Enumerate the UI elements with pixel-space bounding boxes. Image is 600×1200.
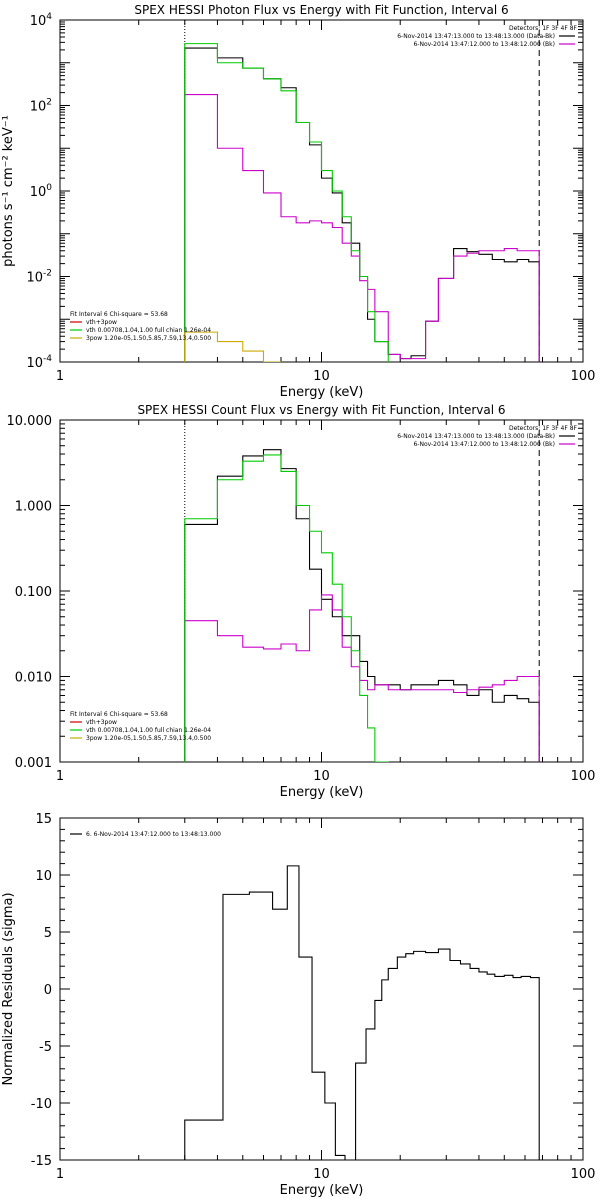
y-tick-label: 10.000: [7, 414, 53, 429]
y-tick-exponent: 4: [46, 12, 52, 22]
plot-area: [184, 865, 540, 1160]
header-line-label: 6-Nov-2014 13:47:12.000 to 13:48:12.000 …: [413, 441, 555, 448]
y-tick-label: 0.001: [15, 756, 52, 771]
y-tick-label: -5: [39, 1040, 52, 1055]
legend-title: Fit Interval 6 Chi-square = 53.68: [70, 311, 168, 318]
series-0-6-6-nov-2014-13-47-12-00: [184, 865, 540, 1160]
legend-item: vth 0.00708,1.04,1.00 full chian 1.26e-0…: [86, 327, 211, 334]
header-line-label: 6-Nov-2014 13:47:12.000 to 13:48:12.000 …: [413, 41, 555, 48]
count-flux-panel: SPEX HESSI Count Flux vs Energy with Fit…: [7, 403, 596, 800]
series-1-6-nov-2014-13-47-12-000-: [184, 594, 540, 762]
series-0-6-nov-2014-13-47-13-000-: [184, 47, 540, 362]
x-tick-label: 10: [313, 369, 330, 384]
plot-area: [184, 43, 540, 362]
series-0-6-nov-2014-13-47-13-000-: [184, 449, 540, 762]
header-line-label: 6-Nov-2014 13:47:13.000 to 13:48:13.000 …: [397, 433, 555, 440]
y-tick-exponent: -4: [43, 354, 52, 364]
y-tick-base: 10: [30, 100, 47, 115]
residuals-panel: 1 10 100 15 10 5 0 -5 -10 -15 Energy (keV) Normaliz…: [1, 812, 595, 1198]
y-tick-exponent: -2: [43, 269, 52, 279]
chart-title: SPEX HESSI Count Flux vs Energy with Fit…: [137, 403, 505, 417]
legend-item: vth 0.00708,1.04,1.00 full chian 1.26e-0…: [86, 727, 211, 734]
plot-area: [184, 449, 540, 762]
chart-title: SPEX HESSI Photon Flux vs Energy with Fi…: [134, 3, 508, 17]
legend-item: 6. 6-Nov-2014 13:47:12.000 to 13:48:13.0…: [86, 831, 221, 838]
y-tick-label: 10-4: [26, 354, 52, 371]
y-tick-label: 15: [35, 812, 52, 827]
x-tick-label: 100: [571, 369, 596, 384]
detectors-label: Detectors: 1F 3F 4F 8F: [509, 25, 578, 32]
y-tick-label: -15: [31, 1154, 52, 1169]
x-axis-label: Energy (keV): [280, 385, 364, 400]
x-tick-label: 1: [56, 369, 64, 384]
y-axis-label: Normalized Residuals (sigma): [1, 892, 16, 1085]
legend-item: 3pow 1.20e-05,1.50,5.85,7.59,13.4,0.500: [86, 735, 211, 742]
header-line-label: 6-Nov-2014 13:47:13.000 to 13:48:13.000 …: [397, 33, 555, 40]
y-tick-label: 1.000: [15, 500, 52, 515]
y-tick-base: 10: [30, 185, 47, 200]
legend-item: vth+3pow: [86, 719, 117, 726]
legend-item: vth+3pow: [86, 319, 117, 326]
y-tick-label: 102: [30, 98, 52, 115]
series-3-3pow: [184, 331, 282, 362]
y-tick-label: 104: [30, 12, 53, 29]
legend-title: Fit Interval 6 Chi-square = 53.68: [70, 711, 168, 718]
y-tick-label: 0.100: [15, 585, 52, 600]
x-tick-label: 1: [56, 1167, 64, 1182]
y-tick-base: 10: [26, 271, 43, 286]
x-tick-label: 10: [313, 1167, 330, 1182]
y-tick-label: 100: [30, 183, 53, 200]
y-tick-label: 0.010: [15, 671, 52, 686]
x-tick-label: 100: [571, 1167, 596, 1182]
y-tick-exponent: 2: [46, 98, 52, 108]
detectors-label: Detectors: 1F 3F 4F 8F: [509, 425, 578, 432]
x-axis-label: Energy (keV): [280, 1183, 364, 1198]
y-tick-base: 10: [26, 356, 43, 371]
plot-frame: [59, 817, 584, 1161]
y-tick-label: -10: [31, 1097, 52, 1112]
legend-item: 3pow 1.20e-05,1.50,5.85,7.59,13.4,0.500: [86, 335, 211, 342]
y-tick-exponent: 0: [46, 183, 52, 193]
x-tick-label: 100: [571, 769, 596, 784]
y-tick-label: 10-2: [26, 269, 52, 286]
y-tick-label: 0: [44, 983, 52, 998]
y-axis-label: photons s⁻¹ cm⁻² keV⁻¹: [1, 115, 16, 267]
y-tick-label: 5: [44, 926, 52, 941]
y-tick-base: 10: [30, 14, 47, 29]
x-tick-label: 1: [56, 769, 64, 784]
series-1-6-nov-2014-13-47-12-000-: [184, 94, 540, 362]
y-tick-label: 10: [35, 869, 52, 884]
photon-flux-panel: SPEX HESSI Photon Flux vs Energy with Fi…: [1, 3, 595, 400]
series-2-vth-3pow: [184, 454, 389, 762]
x-axis-label: Energy (keV): [280, 785, 364, 800]
x-tick-label: 10: [313, 769, 330, 784]
series-2-vth-3pow: [184, 43, 389, 362]
